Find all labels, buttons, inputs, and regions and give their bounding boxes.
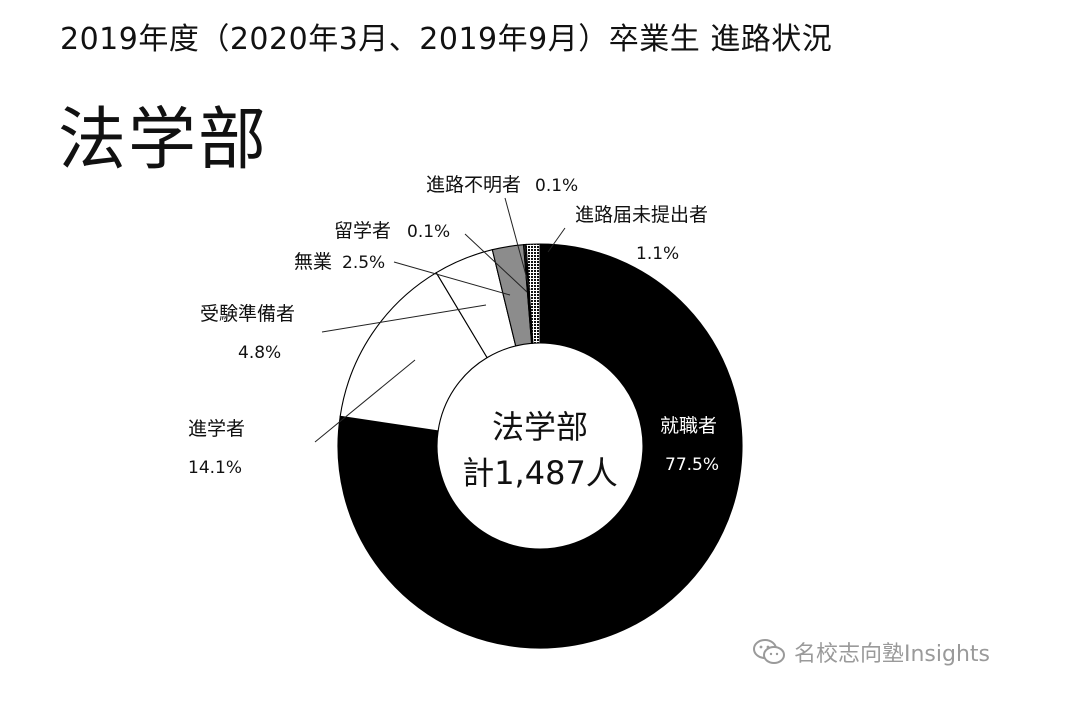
wechat-icon bbox=[752, 638, 786, 666]
page-title: 2019年度（2020年3月、2019年9月）卒業生 進路状況 bbox=[60, 22, 833, 57]
segment-value-label: 4.8% bbox=[238, 343, 281, 363]
center-label-faculty: 法学部 bbox=[492, 408, 588, 446]
leader-line-6 bbox=[547, 227, 566, 253]
donut-slices bbox=[337, 243, 743, 649]
segment-name-label: 受験準備者 bbox=[200, 303, 295, 325]
faculty-heading: 法学部 bbox=[58, 101, 269, 180]
donut-slice-6 bbox=[525, 243, 541, 344]
watermark: 名校志向塾Insights bbox=[752, 636, 990, 668]
segment-value-label: 0.1% bbox=[407, 222, 450, 242]
segment-name-label: 無業 bbox=[294, 251, 332, 273]
center-label-total: 計1,487人 bbox=[462, 454, 618, 492]
donut-slice-0 bbox=[337, 243, 743, 649]
segment-name-label: 留学者 bbox=[334, 220, 391, 242]
segment-value-label: 2.5% bbox=[342, 253, 385, 273]
segment-labels: 就職者 77.5% 進学者 14.1% 受験準備者 4.8% 無業 2.5% 留学者 0.1% 進路… bbox=[188, 174, 719, 478]
leader-line-4 bbox=[464, 233, 528, 293]
leader-line-2 bbox=[321, 304, 487, 333]
segment-name-label: 就職者 bbox=[660, 415, 717, 437]
leader-line-3 bbox=[393, 261, 511, 296]
segment-name-label: 進路不明者 bbox=[426, 174, 521, 196]
segment-value-label: 0.1% bbox=[535, 176, 578, 196]
segment-name-label: 進路届未提出者 bbox=[575, 204, 708, 226]
segment-value-label: 1.1% bbox=[636, 244, 679, 264]
leader-lines bbox=[314, 197, 566, 443]
segment-value-label: 77.5% bbox=[665, 455, 719, 475]
leader-line-5 bbox=[504, 197, 531, 291]
segment-value-label: 14.1% bbox=[188, 458, 242, 478]
watermark-text: 名校志向塾Insights bbox=[794, 642, 991, 667]
leader-line-1 bbox=[314, 359, 416, 443]
segment-name-label: 進学者 bbox=[188, 418, 245, 440]
